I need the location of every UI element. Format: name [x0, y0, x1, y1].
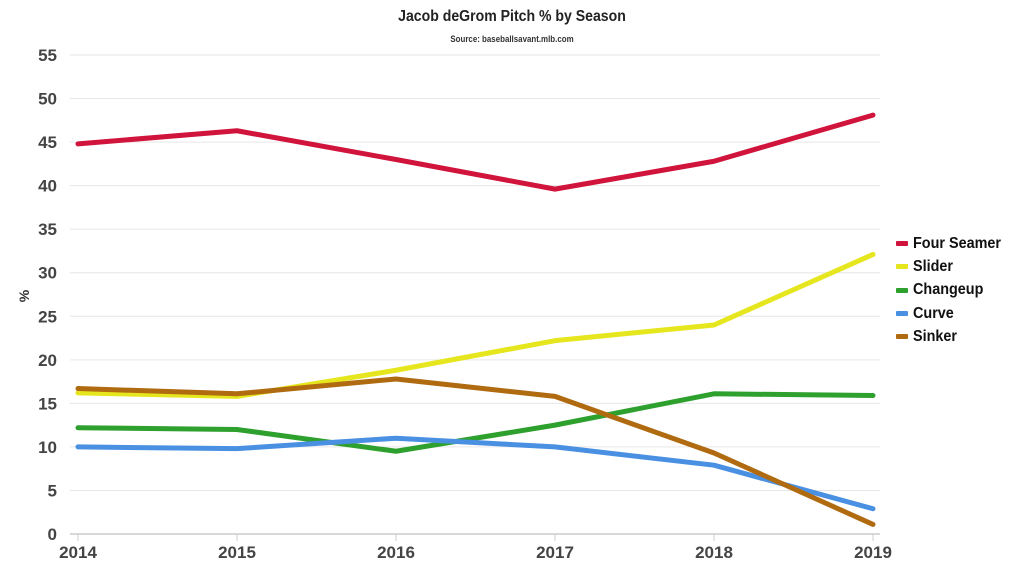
data-point — [870, 112, 876, 118]
legend-item[interactable]: Slider — [896, 255, 1011, 278]
chart-title: Jacob deGrom Pitch % by Season — [398, 8, 626, 25]
data-point — [552, 394, 558, 399]
legend-swatch — [896, 264, 908, 270]
data-point — [552, 186, 558, 192]
series-line-changeup — [75, 391, 876, 454]
y-tick-label: 15 — [38, 394, 57, 413]
y-tick-label: 5 — [48, 481, 57, 500]
y-tick-label: 40 — [38, 177, 57, 196]
chart-subtitle: Source: baseballsavant.mlb.com — [450, 34, 574, 44]
series-lines — [75, 112, 876, 527]
y-axis-label: % — [16, 289, 32, 302]
data-point — [711, 450, 717, 456]
data-point — [870, 506, 876, 511]
x-tick-label: 2017 — [536, 543, 574, 562]
legend-item[interactable]: Curve — [896, 302, 1011, 325]
x-tick-label: 2018 — [695, 543, 733, 562]
x-tick-label: 2016 — [377, 543, 415, 562]
data-point — [552, 444, 558, 450]
data-point — [870, 393, 876, 398]
x-axis-ticks: 2014 2015 2016 2017 2018 2019 — [59, 534, 892, 562]
legend-label: Curve — [913, 304, 954, 322]
legend-label: Changeup — [913, 281, 984, 299]
data-point — [711, 391, 717, 396]
legend-label: Slider — [913, 257, 954, 275]
x-tick-label: 2015 — [218, 543, 256, 562]
y-tick-label: 10 — [38, 438, 57, 457]
data-point — [393, 368, 399, 373]
data-point — [711, 462, 717, 468]
legend-label: Sinker — [913, 327, 958, 345]
y-tick-label: 0 — [48, 525, 57, 544]
y-tick-label: 50 — [38, 90, 57, 109]
data-point — [234, 446, 240, 451]
data-point — [75, 141, 81, 147]
y-tick-label: 45 — [38, 133, 57, 152]
legend: Four Seamer Slider Changeup Curve Sinker — [896, 232, 1011, 348]
data-point — [552, 422, 558, 428]
series-line-four-seamer — [75, 112, 876, 192]
data-point — [393, 449, 399, 454]
x-tick-label: 2019 — [854, 543, 892, 562]
y-tick-label: 25 — [38, 307, 57, 326]
legend-label: Four Seamer — [913, 234, 1002, 252]
y-axis-ticks: 0 5 10 15 20 25 30 35 40 45 50 55 — [38, 46, 57, 544]
legend-item[interactable]: Changeup — [896, 279, 1011, 302]
data-point — [552, 338, 558, 343]
data-point — [234, 128, 240, 133]
series-line-curve — [75, 435, 876, 512]
legend-item[interactable]: Sinker — [896, 325, 1011, 348]
x-tick-label: 2014 — [59, 543, 97, 562]
data-point — [393, 376, 399, 382]
data-point — [234, 391, 240, 396]
series-line-sinker — [75, 376, 876, 527]
legend-swatch — [896, 287, 908, 293]
series-line-slider — [75, 251, 876, 399]
data-point — [870, 522, 876, 527]
data-point — [393, 157, 399, 162]
data-point — [711, 322, 717, 328]
data-point — [393, 436, 399, 441]
data-point — [75, 390, 81, 396]
data-point — [75, 386, 81, 391]
legend-swatch — [896, 241, 908, 247]
data-point — [870, 252, 876, 257]
legend-swatch — [896, 334, 908, 340]
y-tick-label: 35 — [38, 220, 57, 239]
y-tick-label: 30 — [38, 264, 57, 283]
data-point — [711, 159, 717, 164]
legend-item[interactable]: Four Seamer — [896, 232, 1011, 255]
data-point — [75, 425, 81, 430]
legend-swatch — [896, 311, 908, 317]
y-tick-label: 55 — [38, 46, 57, 65]
gridlines — [70, 54, 880, 535]
y-tick-label: 20 — [38, 351, 57, 370]
data-point — [75, 444, 81, 450]
data-point — [234, 427, 240, 432]
